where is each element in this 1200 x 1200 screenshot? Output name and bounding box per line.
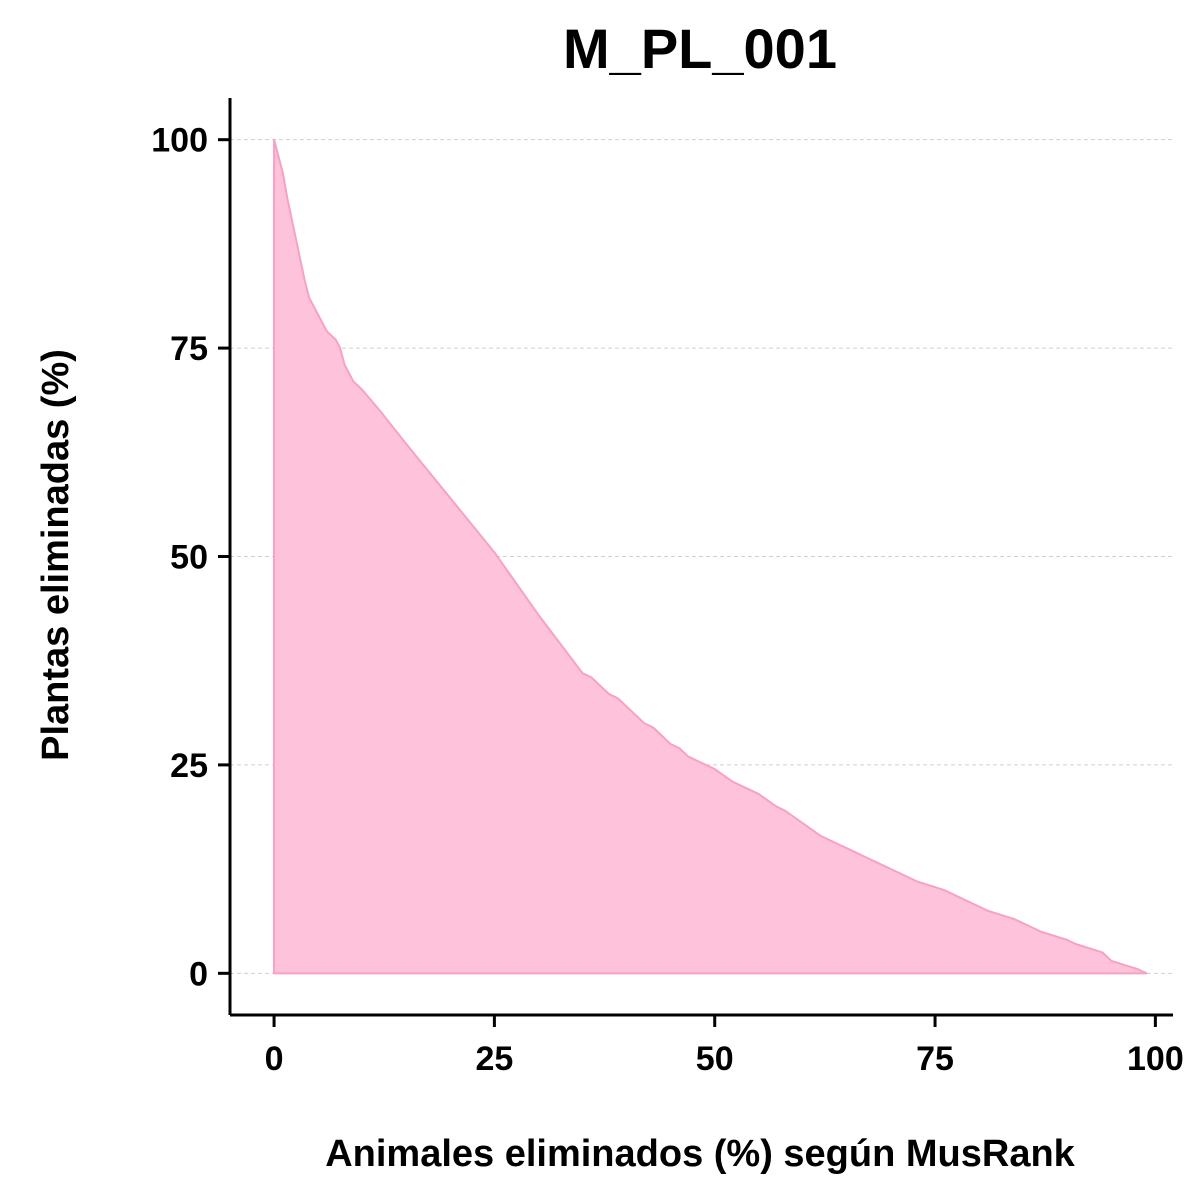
y-axis-label: Plantas eliminadas (%): [35, 349, 77, 761]
y-tick-label-100: 100: [151, 122, 208, 160]
chart-title: M_PL_001: [563, 17, 837, 80]
x-axis-ticks: 0 25 50 75 100: [265, 1015, 1184, 1078]
x-tick-label-50: 50: [696, 1040, 734, 1078]
x-axis-label: Animales eliminados (%) según MusRank: [325, 1133, 1075, 1175]
y-tick-label-50: 50: [170, 539, 208, 577]
y-tick-label-25: 25: [170, 747, 208, 785]
x-tick-label-100: 100: [1127, 1040, 1184, 1078]
area-outline: [273, 138, 1148, 975]
area-fill: [274, 139, 1147, 974]
x-tick-label-25: 25: [475, 1040, 513, 1078]
x-tick-label-75: 75: [916, 1040, 954, 1078]
x-tick-label-0: 0: [265, 1040, 284, 1078]
y-tick-label-0: 0: [189, 955, 208, 993]
y-tick-label-75: 75: [170, 330, 208, 368]
plot-area: [273, 138, 1148, 975]
y-axis-ticks: 0 25 50 75 100: [151, 122, 230, 993]
